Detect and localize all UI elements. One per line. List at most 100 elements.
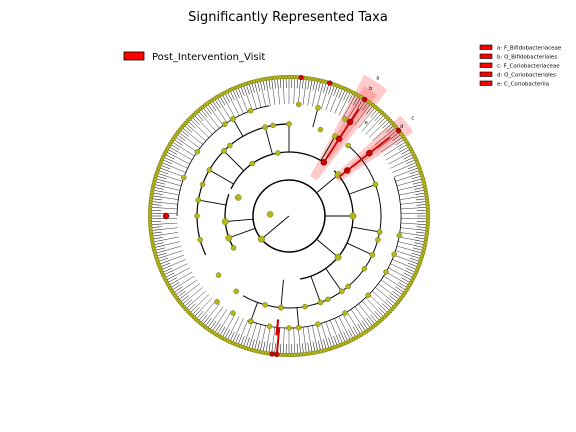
leaf-branch <box>167 277 177 283</box>
leaf-branch <box>414 239 425 243</box>
taxon-node <box>278 304 284 311</box>
highlighted-node <box>362 96 368 103</box>
tree-arc <box>299 170 354 280</box>
leaf-branch <box>155 181 166 185</box>
tree-branch <box>351 226 380 233</box>
highlighted-node <box>395 127 402 134</box>
leaf-branch <box>151 201 162 203</box>
taxon-node <box>181 174 187 181</box>
leaf-branch <box>307 79 310 90</box>
leaf-branch <box>415 234 426 237</box>
leaf-branch <box>370 314 378 323</box>
leaf-branch <box>410 173 421 177</box>
leaf-branch <box>389 295 398 302</box>
clade-legend-swatch-d <box>479 71 493 77</box>
leaf-branch <box>354 112 365 126</box>
leaf-branch <box>267 326 271 343</box>
leaf-branch <box>403 154 413 160</box>
clade-legend: a: F_Bifidobacteriaceae b: O_Bifidobacte… <box>479 44 562 88</box>
taxon-node <box>315 321 321 327</box>
leaf-branch <box>251 339 255 349</box>
leaf-branch <box>355 325 361 335</box>
highlighted-node <box>366 149 373 157</box>
leaf-branch <box>178 271 193 281</box>
leaf-branch <box>346 311 356 326</box>
tree-arc <box>252 179 308 235</box>
leaf-branch <box>168 254 185 261</box>
taxon-node <box>194 149 201 155</box>
leaf-branch <box>161 202 178 205</box>
leaf-branch <box>410 255 421 259</box>
leaf-branch <box>260 80 263 91</box>
leaf-branch <box>350 309 361 323</box>
leaf-branch <box>197 294 210 306</box>
leaf-branch <box>390 263 405 271</box>
leaf-branch <box>164 157 174 162</box>
cladogram-tree: ab c d e <box>147 74 431 358</box>
leaf-branch <box>372 290 385 302</box>
leaf-branch <box>222 94 228 104</box>
tree-branch <box>320 136 336 161</box>
leaf-branch <box>400 222 417 225</box>
leaf-branch <box>317 340 321 351</box>
leaf-branch <box>416 207 427 209</box>
leaf-branch <box>414 189 425 193</box>
leaf-branch <box>166 275 176 281</box>
leaf-branch <box>402 275 412 281</box>
tree-branch <box>198 199 227 206</box>
leaf-branch <box>156 250 166 254</box>
leaf-branch <box>383 301 392 309</box>
leaf-branch <box>240 335 245 346</box>
leaf-branch <box>162 159 173 165</box>
leaf-branch <box>159 260 170 265</box>
leaf-branch <box>209 303 220 317</box>
taxon-node <box>221 218 229 226</box>
taxon-node <box>286 325 292 331</box>
highlighted-node <box>274 351 280 358</box>
highlighted-node <box>320 159 328 166</box>
leaf-branch <box>194 115 202 123</box>
leaf-branch <box>173 161 188 169</box>
leaf-branch <box>383 123 392 131</box>
leaf-branch <box>415 198 426 201</box>
leaf-branch <box>231 101 240 116</box>
taxon-node <box>317 299 324 306</box>
leaf-branch <box>248 83 253 94</box>
leaf-branch <box>256 91 262 108</box>
highlighted-node <box>346 118 354 126</box>
leaf-branch <box>413 184 424 188</box>
leaf-branch <box>400 207 417 210</box>
leaf-branch <box>219 326 226 336</box>
leaf-branch <box>177 134 186 141</box>
tree-branch <box>250 302 258 322</box>
leaf-branch <box>416 226 427 228</box>
leaf-branch <box>320 82 324 93</box>
leaf-branch <box>240 86 245 97</box>
taxon-node <box>396 232 403 239</box>
leaf-branch <box>151 226 162 228</box>
leaf-branch <box>173 263 188 271</box>
clade-legend-swatch-e <box>479 80 493 86</box>
taxon-node <box>270 122 276 129</box>
leaf-branch <box>172 141 182 148</box>
leaf-branch <box>271 342 274 353</box>
leaf-branch <box>302 88 306 105</box>
leaf-branch <box>383 147 398 157</box>
clade-letter-d: d <box>400 124 403 130</box>
leaf-branch <box>304 342 307 353</box>
highlighted-node <box>162 212 170 220</box>
leaf-branch <box>248 338 253 349</box>
leaf-branch <box>405 267 416 273</box>
leaf-branch <box>406 162 417 167</box>
leaf-branch <box>380 279 395 290</box>
leaf-branch <box>335 87 341 98</box>
leaf-branch <box>340 332 346 343</box>
leaf-branch <box>407 164 418 170</box>
leaf-branch <box>272 88 276 105</box>
leaf-branch <box>201 297 213 310</box>
leaf-branch <box>260 341 263 352</box>
taxon-node <box>230 245 237 251</box>
leaf-branch <box>162 232 179 235</box>
leaf-branch <box>184 125 193 133</box>
clade-legend-label-b: b: O_Bifidobacteriales <box>497 55 557 61</box>
